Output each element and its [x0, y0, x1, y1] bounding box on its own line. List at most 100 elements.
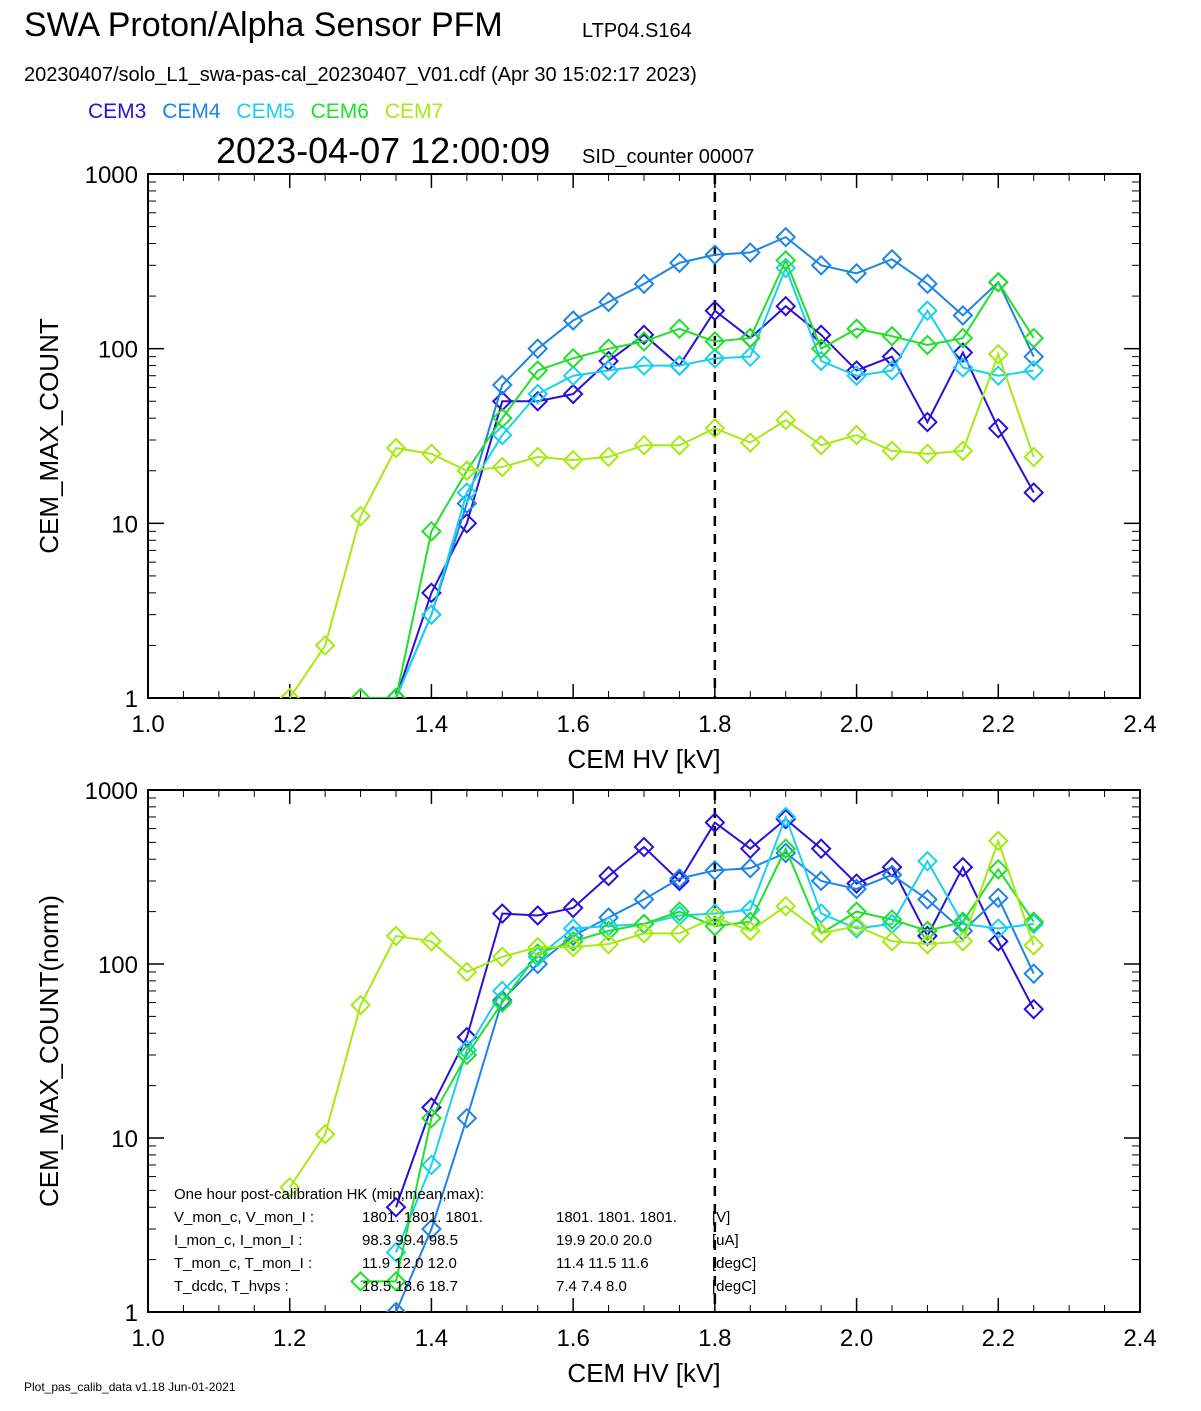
data-point-cem7 — [491, 946, 513, 968]
data-point-cem5 — [739, 899, 761, 921]
data-point-cem3 — [385, 1196, 407, 1218]
data-point-cem4 — [917, 273, 938, 295]
data-point-cem5 — [739, 346, 761, 368]
hk-row-values-c: 98.3 99.4 98.5 — [362, 1232, 458, 1249]
data-point-cem6 — [987, 271, 1009, 293]
hk-row-values-i: 7.4 7.4 8.0 — [556, 1278, 627, 1295]
series-line-cem6 — [360, 257, 1035, 698]
data-point-cem7 — [669, 434, 690, 456]
data-point-cem7 — [810, 434, 832, 456]
data-point-cem6 — [1023, 911, 1045, 933]
x-axis-label: CEM HV [kV] — [567, 1358, 720, 1388]
series-line-cem4 — [395, 235, 1035, 698]
data-point-cem6 — [385, 1270, 407, 1292]
data-point-cem3 — [917, 411, 938, 433]
data-point-cem6 — [704, 915, 726, 937]
data-point-cem4 — [987, 887, 1009, 909]
y-tick-label: 100 — [98, 337, 138, 364]
data-point-cem7 — [775, 895, 797, 917]
data-point-cem7 — [739, 432, 761, 453]
x-tick-label: 1.6 — [556, 1325, 589, 1352]
data-point-cem3 — [775, 808, 797, 830]
x-tick-label: 1.4 — [415, 1325, 448, 1352]
data-point-cem7 — [739, 920, 761, 942]
data-point-cem6 — [421, 520, 442, 542]
data-point-cem6 — [987, 858, 1009, 880]
data-point-cem3 — [704, 812, 726, 833]
data-point-cem6 — [421, 1107, 442, 1129]
data-point-cem3 — [598, 865, 619, 887]
data-point-cem7 — [527, 936, 549, 958]
data-point-cem6 — [881, 909, 903, 930]
hk-row-values-i: 19.9 20.0 20.0 — [556, 1232, 652, 1249]
x-axis-label: CEM HV [kV] — [567, 744, 720, 774]
data-point-cem7 — [704, 907, 726, 928]
data-point-cem6 — [633, 331, 655, 352]
y-tick-label: 1000 — [85, 778, 138, 805]
data-point-cem3 — [633, 836, 655, 858]
x-tick-label: 1.8 — [698, 711, 731, 738]
data-point-cem7 — [527, 446, 549, 468]
data-point-cem6 — [881, 325, 903, 347]
data-point-cem7 — [385, 925, 407, 947]
legend: CEM3 CEM4 CEM5 CEM6 CEM7 — [88, 100, 453, 124]
hk-title: One hour post-calibration HK (min,mean,m… — [174, 1186, 484, 1203]
data-point-cem3 — [562, 897, 584, 919]
data-point-cem7 — [456, 961, 478, 983]
data-point-cem7 — [917, 443, 938, 465]
data-point-cem4 — [669, 868, 690, 889]
data-point-cem6 — [739, 327, 761, 349]
hk-row-unit: [degC] — [712, 1255, 756, 1272]
data-point-cem7 — [775, 409, 797, 431]
series-line-cem3 — [395, 304, 1035, 698]
data-point-cem4 — [527, 338, 549, 360]
data-point-cem5 — [491, 980, 513, 1002]
data-point-cem7 — [1023, 934, 1045, 956]
hk-row-values-c: 11.9 12.0 12.0 — [362, 1255, 457, 1272]
data-point-cem4 — [669, 252, 690, 274]
data-point-cem5 — [917, 850, 938, 872]
data-point-cem5 — [669, 355, 690, 377]
data-point-cem7 — [669, 922, 690, 944]
series-line-cem5 — [395, 814, 1034, 1253]
data-point-cem4 — [739, 242, 761, 263]
data-point-cem4 — [846, 262, 867, 284]
legend-entry-cem6: CEM6 — [310, 100, 369, 123]
data-point-cem6 — [775, 250, 797, 271]
legend-entry-cem3: CEM3 — [88, 100, 147, 123]
data-point-cem6 — [491, 992, 513, 1014]
hk-row-values-i: 1801. 1801. 1801. — [556, 1209, 677, 1226]
data-point-cem6 — [704, 331, 726, 352]
data-point-cem4 — [917, 889, 938, 910]
data-point-cem4 — [704, 860, 726, 881]
data-point-cem4 — [704, 244, 726, 266]
x-tick-label: 1.0 — [131, 1325, 164, 1352]
data-point-cem5 — [491, 424, 513, 446]
data-point-cem7 — [279, 1177, 301, 1198]
data-point-cem3 — [1023, 998, 1045, 1020]
data-point-cem6 — [562, 347, 584, 369]
data-point-cem7 — [456, 460, 478, 482]
data-point-cem4 — [456, 493, 478, 514]
data-point-cem6 — [385, 687, 407, 698]
data-point-cem3 — [739, 838, 761, 860]
data-point-cem6 — [598, 920, 619, 942]
data-point-cem6 — [917, 920, 938, 942]
data-point-cem4 — [491, 989, 513, 1011]
x-tick-label: 2.2 — [982, 711, 1015, 738]
data-point-cem5 — [527, 946, 549, 968]
hk-row-label: V_mon_c, V_mon_I : — [174, 1209, 314, 1226]
data-point-cem3 — [421, 582, 442, 604]
legend-entry-cem5: CEM5 — [236, 100, 295, 123]
data-point-cem3 — [810, 838, 832, 860]
data-point-cem3 — [881, 856, 903, 878]
data-point-cem4 — [1023, 346, 1045, 368]
hk-row-values-c: 1801. 1801. 1801. — [362, 1209, 483, 1226]
data-point-cem3 — [704, 300, 726, 322]
data-point-cem4 — [421, 1218, 442, 1240]
data-point-cem7 — [633, 922, 655, 944]
data-point-cem3 — [775, 295, 797, 317]
data-point-cem4 — [846, 878, 867, 900]
data-point-cem6 — [917, 334, 938, 356]
